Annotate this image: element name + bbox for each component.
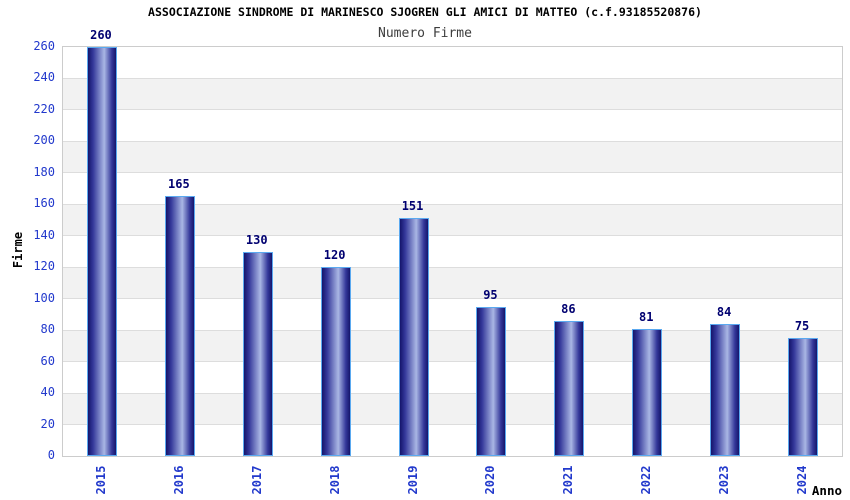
y-tick-label: 140 [33,227,55,242]
x-tick-label: 2024 [795,465,810,495]
y-tick-label: 80 [40,322,55,337]
bar-value-label: 120 [323,248,346,263]
bar-value-label: 75 [794,319,810,334]
gridline [63,266,842,268]
y-tick-label: 0 [47,448,55,462]
y-tick-label: 200 [33,133,55,148]
y-tick-label: 160 [33,196,55,211]
chart-title: ASSOCIAZIONE SINDROME DI MARINESCO SJOGR… [148,5,702,19]
bar-2021 [554,320,585,456]
gridline [63,235,842,237]
y-tick-label: 260 [33,39,55,53]
x-tick-label: 2021 [561,465,576,495]
plot-area [62,46,843,457]
gridline [63,140,842,142]
bar-value-label: 130 [245,232,268,247]
bar-value-label: 81 [639,309,654,324]
bar-2024 [788,338,819,456]
background-band [63,78,842,110]
x-tick-label: 2018 [327,465,342,495]
gridline [63,424,842,426]
bar-2023 [710,323,741,456]
gridline [63,392,842,394]
y-tick-label: 40 [40,385,55,400]
x-tick-label: 2019 [405,465,420,495]
gridline [63,298,842,300]
x-tick-label: 2020 [483,465,498,495]
bar-2022 [632,328,663,456]
x-tick-label: 2017 [249,465,264,495]
x-axis-title: Anno [811,483,842,498]
x-tick-label: 2015 [93,465,108,495]
y-tick-label: 180 [33,164,55,179]
y-tick-label: 100 [33,290,55,305]
bar-value-label: 151 [401,199,424,214]
gridline [63,109,842,111]
chart-subtitle: Numero Firme [378,26,472,41]
bar-value-label: 165 [168,177,190,192]
y-tick-label: 120 [33,259,55,274]
x-tick-label: 2023 [717,465,732,495]
x-tick-label: 2022 [639,465,654,495]
bar-value-label: 95 [483,287,498,302]
gridline [63,361,842,363]
y-tick-label: 60 [40,353,55,368]
bar-value-label: 260 [90,28,112,42]
x-tick-label: 2016 [171,465,186,495]
y-tick-label: 20 [40,416,55,431]
bar-value-label: 86 [561,301,576,316]
background-band [63,141,842,173]
gridline [63,329,842,331]
bar-2015 [86,47,117,456]
y-tick-label: 240 [33,70,55,85]
bar-2016 [164,196,195,456]
gridline [63,172,842,174]
bar-value-label: 84 [716,304,732,319]
y-tick-label: 220 [33,101,55,116]
bar-2019 [398,218,429,456]
bar-2020 [476,306,507,456]
bar-2018 [320,267,351,456]
bar-2017 [242,251,273,456]
gridline [63,203,842,205]
gridline [63,77,842,79]
